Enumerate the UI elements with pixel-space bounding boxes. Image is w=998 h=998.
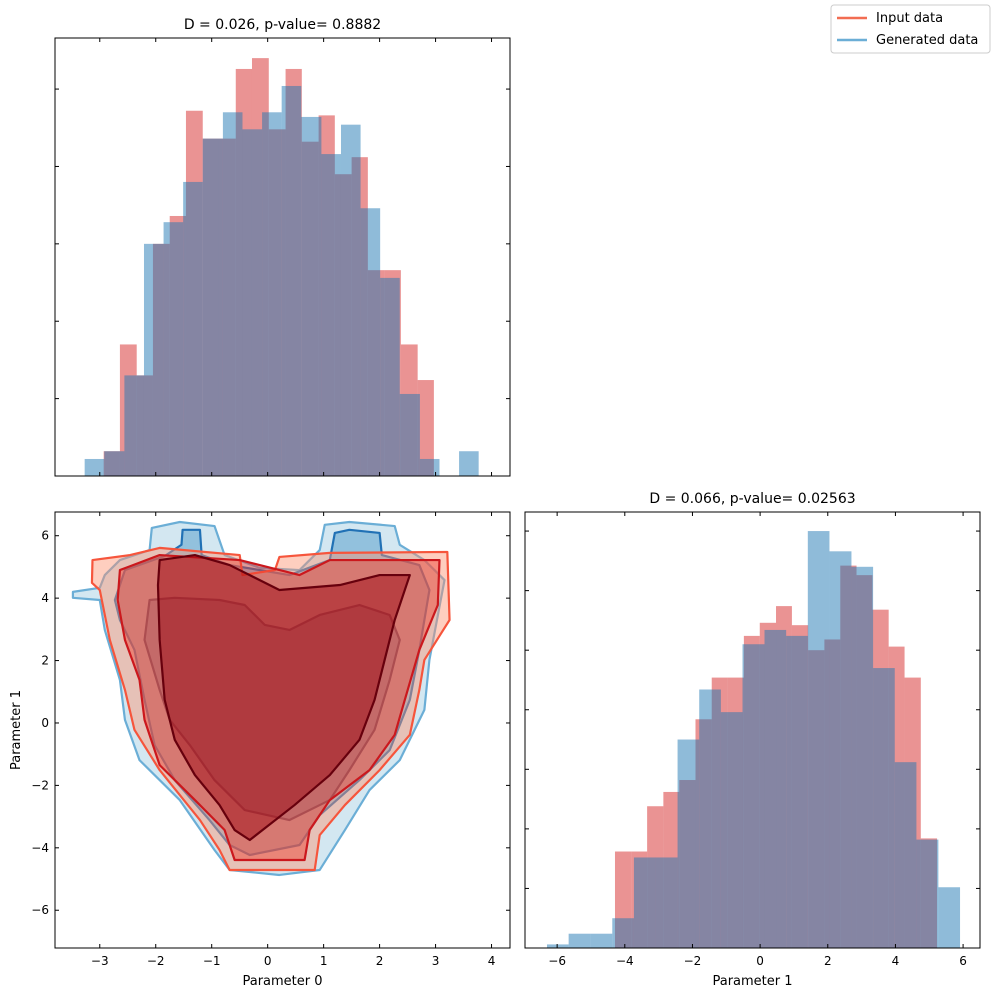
hist-bar [419, 458, 440, 476]
x-tick-label: −4 [616, 954, 634, 968]
x-tick-label: −6 [548, 954, 566, 968]
hist-bar [829, 551, 852, 948]
hist-bar [633, 857, 656, 948]
hist-bar [84, 458, 105, 476]
x-tick-label: 4 [892, 954, 900, 968]
hist-bar [612, 918, 634, 948]
axes-frame [54, 37, 511, 477]
hist-bar [938, 887, 961, 948]
y-tick-label: 4 [41, 591, 49, 605]
hist-bar [301, 116, 322, 476]
hist-bar [380, 277, 400, 476]
legend-label: Generated data [876, 33, 978, 48]
hist-bar [742, 644, 765, 948]
y-tick-label: 2 [41, 654, 49, 668]
x-tick-label: 0 [264, 954, 272, 968]
legend: Input data Generated data [830, 4, 991, 54]
x-tick-label: 2 [824, 954, 832, 968]
x-tick-label: 3 [432, 954, 440, 968]
x-tick-label: −1 [203, 954, 221, 968]
hist-bar [786, 635, 808, 948]
x-tick-label: 4 [488, 954, 496, 968]
x-tick-label: 6 [959, 954, 967, 968]
hist-bar [873, 668, 895, 948]
hist-bar [281, 85, 302, 477]
contour-level [143, 596, 401, 822]
legend-label: Input data [876, 11, 943, 26]
hist-bar [360, 208, 381, 476]
y-tick-label: −4 [31, 841, 49, 855]
panel: −6 −4 −2 0 2 4 6 D = 0.066, p-value= 0.02563 Par… [524, 491, 981, 989]
x-tick-label: 0 [756, 954, 764, 968]
hist-bar [321, 154, 341, 476]
y-tick-label: 0 [41, 716, 49, 730]
hist-bar [851, 566, 874, 948]
hist-bar [262, 112, 282, 477]
x-tick-label: 2 [376, 954, 384, 968]
x-tick-label: −2 [684, 954, 702, 968]
hist-bar [590, 933, 613, 948]
panel-title: D = 0.066, p-value= 0.02563 [649, 491, 855, 507]
hist-bar [417, 380, 434, 476]
hist-bar [124, 375, 144, 476]
x-tick-label: 1 [320, 954, 328, 968]
contour-level [90, 546, 451, 872]
contour-level [116, 553, 441, 862]
y-tick-label: −6 [31, 903, 49, 917]
panel-title: D = 0.026, p-value= 0.8882 [184, 17, 381, 33]
hist-bar [916, 839, 939, 948]
hist-bar [399, 393, 420, 476]
hist-bar [655, 857, 678, 948]
hist-bar [104, 451, 125, 476]
panel: D = 0.026, p-value= 0.8882 [54, 17, 511, 477]
hist-bar [677, 739, 700, 948]
hist-bar [764, 629, 787, 948]
hist-bar [242, 129, 263, 476]
x-tick-label: −2 [147, 954, 165, 968]
y-tick-label: −2 [31, 778, 49, 792]
legend-box [830, 4, 991, 54]
hist-bar [720, 712, 743, 948]
y-tick-label: 6 [41, 529, 49, 543]
hist-bar [894, 762, 917, 948]
axes-frame [524, 511, 981, 949]
x-axis-label: Parameter 0 [242, 974, 322, 989]
hist-bar [163, 222, 184, 476]
hist-bar [143, 243, 164, 476]
hist-bar [202, 138, 223, 476]
contour-level [156, 553, 411, 842]
panel: −3 −2 −1 0 1 2 3 4 −6 −4 −2 0 2 4 6 Parameter 0 Paramete… [9, 511, 511, 989]
x-tick-label: −3 [91, 954, 109, 968]
hist-bar [183, 181, 203, 476]
hist-bar [807, 531, 830, 948]
y-axis-label: Parameter 1 [9, 690, 24, 770]
hist-bar [699, 689, 721, 948]
hist-bar [568, 933, 591, 948]
hist-bar [340, 124, 361, 476]
x-axis-label: Parameter 1 [712, 974, 792, 989]
axes-frame [54, 511, 511, 949]
hist-bar [222, 112, 243, 477]
hist-bar [459, 451, 479, 476]
hist-bar [546, 944, 569, 948]
